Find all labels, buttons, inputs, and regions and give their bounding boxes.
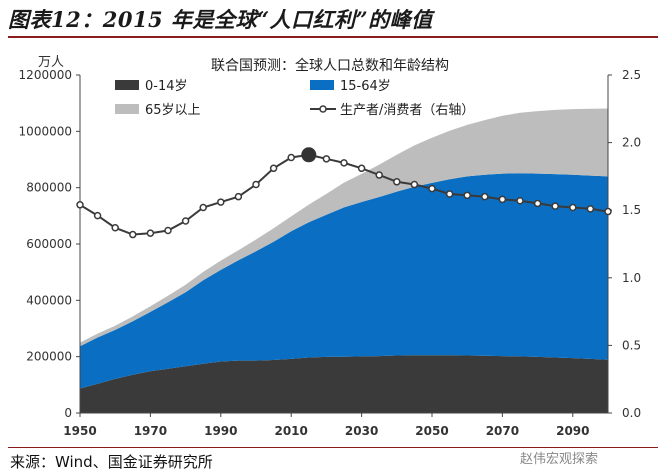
ratio-point (463, 191, 471, 200)
figure-title: 图表12：2015 年是全球“人口红利”的峰值 (8, 7, 433, 32)
area-0-14 (80, 355, 608, 413)
ratio-point (217, 198, 225, 206)
chart-axes: 0 200000 400000 600000 800000 1000000 1200000 0… (19, 68, 642, 438)
peak-marker (301, 147, 317, 163)
watermark-text: 赵伟宏观探索 (520, 452, 599, 467)
x-tick-label: 2030 (345, 424, 378, 438)
source-note: 来源：Wind、国金证券研究所 (10, 453, 213, 471)
y-tick-label: 200000 (26, 350, 72, 364)
ratio-point (146, 229, 155, 237)
ratio-point (181, 217, 190, 225)
legend-marker (319, 105, 327, 113)
ratio-line (76, 147, 612, 239)
ratio-point (445, 190, 454, 198)
y2-tick-label: 0.0 (622, 406, 641, 420)
legend: 0-14岁 15-64岁 65岁以上 生产者/消费者（右轴） (115, 79, 474, 118)
y-tick-label: 1200000 (19, 68, 72, 82)
ratio-point (551, 202, 559, 210)
y2-tick-label: 1.0 (622, 271, 641, 285)
y2-tick-label: 0.5 (622, 338, 641, 352)
ratio-point (569, 203, 577, 212)
ratio-point (269, 164, 278, 173)
y-tick-label: 800000 (26, 181, 72, 195)
legend-label: 65岁以上 (145, 103, 201, 118)
ratio-point (93, 211, 102, 220)
stacked-areas (80, 108, 608, 413)
ratio-point (199, 203, 207, 212)
title-rule (8, 36, 658, 38)
ratio-point (164, 226, 172, 235)
area-15-64 (80, 173, 608, 389)
ratio-point (533, 199, 542, 208)
ratio-point (586, 205, 595, 213)
chart-title: 联合国预测：全球人口总数和年龄结构 (211, 57, 449, 74)
y-unit-label: 万人 (38, 55, 64, 70)
x-tick-label: 1950 (63, 424, 96, 438)
y2-tick-label: 2.0 (622, 136, 641, 150)
ratio-point (498, 195, 507, 204)
y-tick-label: 1000000 (19, 124, 72, 138)
y2-tick-label: 1.5 (622, 203, 641, 217)
ratio-point (410, 180, 419, 189)
x-tick-label: 1990 (204, 424, 237, 438)
ratio-point (340, 159, 348, 167)
source-rule (8, 447, 658, 448)
legend-swatch (310, 80, 334, 90)
ratio-point (393, 178, 401, 186)
x-tick-label: 2070 (486, 424, 519, 438)
ratio-point (234, 192, 243, 201)
ratio-point (129, 230, 137, 239)
x-tick-label: 2010 (274, 424, 307, 438)
ratio-point (111, 224, 119, 232)
y-tick-label: 0 (64, 406, 72, 420)
legend-label: 15-64岁 (340, 79, 391, 94)
ratio-point (516, 196, 524, 205)
x-tick-label: 2090 (556, 424, 589, 438)
ratio-point (252, 180, 260, 189)
x-tick-label: 1970 (134, 424, 167, 438)
legend-label: 生产者/消费者（右轴） (340, 103, 474, 118)
area-65-plus (80, 108, 608, 347)
ratio-point (428, 184, 436, 193)
y-tick-label: 600000 (26, 237, 72, 251)
ratio-point (76, 201, 84, 209)
ratio-point (375, 171, 383, 179)
legend-swatch (115, 80, 139, 90)
legend-swatch (115, 104, 139, 114)
ratio-point (604, 207, 612, 216)
legend-label: 0-14岁 (145, 79, 188, 94)
y-tick-label: 400000 (26, 293, 72, 307)
ratio-point (481, 192, 489, 201)
ratio-point (287, 153, 295, 162)
ratio-point (357, 164, 366, 173)
ratio-point (322, 155, 331, 163)
y2-tick-label: 2.5 (622, 68, 641, 82)
x-tick-label: 2050 (415, 424, 448, 438)
